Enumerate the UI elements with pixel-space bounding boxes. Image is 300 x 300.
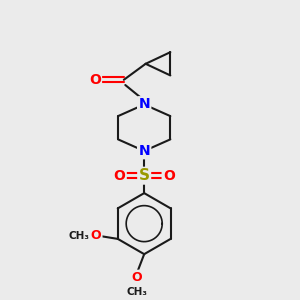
Text: O: O [113,169,125,183]
Text: O: O [132,271,142,284]
Text: N: N [138,98,150,112]
Text: CH₃: CH₃ [69,231,90,241]
Text: CH₃: CH₃ [126,287,147,297]
Text: S: S [139,168,150,183]
Text: O: O [91,230,101,242]
Text: O: O [89,73,101,87]
Text: N: N [138,144,150,158]
Text: O: O [163,169,175,183]
